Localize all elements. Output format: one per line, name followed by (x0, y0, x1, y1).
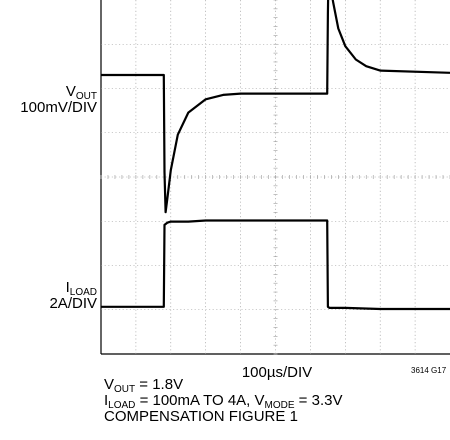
traces (101, 0, 450, 311)
iload-trace (101, 219, 450, 311)
vout-channel-label: VOUT (65, 83, 97, 102)
iload-scale-label: 2A/DIV (49, 295, 97, 312)
note-compensation: COMPENSATION FIGURE 1 (104, 408, 298, 425)
grid (100, 0, 450, 355)
iload-channel-label: ILOAD (65, 279, 97, 298)
vout-trace (101, 0, 450, 214)
vout-scale-label: 100mV/DIV (20, 99, 97, 116)
figure-id-label: 3614 G17 (411, 366, 447, 375)
note-iload: ILOAD = 100mA TO 4A, VMODE = 3.3V (104, 392, 343, 411)
note-vout: VOUT = 1.8V (104, 376, 184, 395)
x-axis-scale-label: 100µs/DIV (242, 364, 312, 381)
